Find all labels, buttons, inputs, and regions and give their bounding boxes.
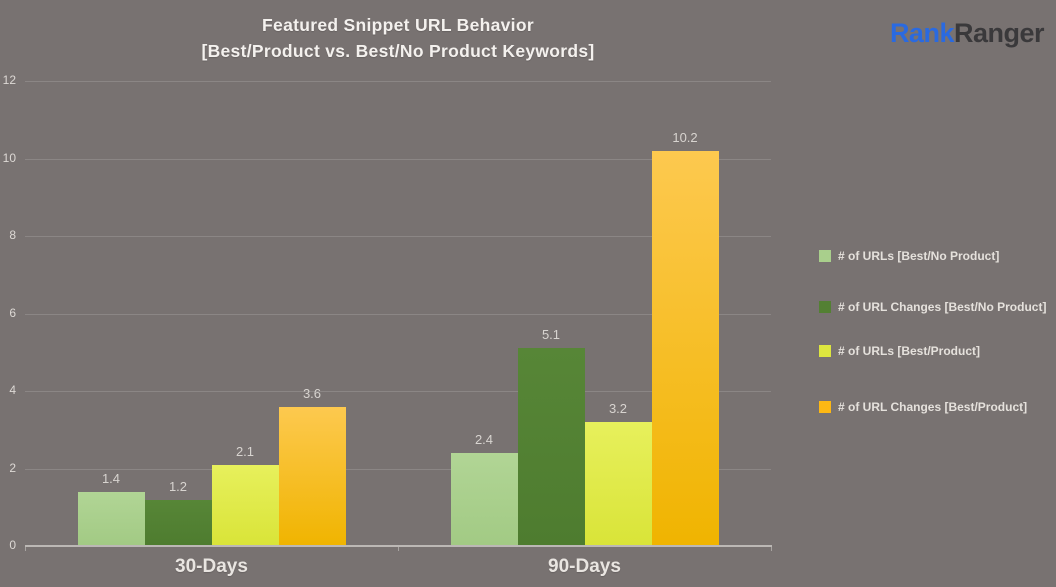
x-axis-tick [25,547,26,551]
legend-swatch-icon [819,401,831,413]
legend-label: # of URL Changes [Best/Product] [838,400,1028,414]
gridline-y4 [25,391,771,392]
x-axis-category-label: 90-Days [548,556,621,577]
bar-90-days-series3 [584,422,652,546]
x-axis-category-label: 30-Days [175,556,248,577]
bar-90-days-series4 [651,150,719,546]
bar-value-label: 1.4 [101,470,121,486]
gridline-y6 [25,313,771,315]
bar-90-days-series1 [450,453,518,546]
bar-value-label: 2.4 [474,432,494,447]
logo-part-rank: Rank [889,18,955,48]
y-axis-tick-label: 6 [9,305,16,320]
bar-30-days-series3 [211,464,279,546]
legend-label: # of URL Changes [Best/No Product] [838,300,1047,314]
chart-title-line1: Featured Snippet URL Behavior [262,15,534,35]
plot-area: 1.4 1.2 2.1 3.6 2.4 5.1 3.2 10.2 [25,81,771,546]
gridline-y10 [25,158,771,160]
rankranger-logo[interactable]: RankRanger [889,18,1045,49]
legend-swatch-icon [819,250,831,262]
legend-item-series4: # of URL Changes [Best/Product] [819,399,1056,415]
legend-item-series3: # of URLs [Best/Product] [819,343,1056,359]
legend-item-series1: # of URLs [Best/No Product] [819,248,1056,264]
bar-value-label: 5.1 [541,327,561,343]
y-axis-tick-label: 2 [9,460,16,475]
logo-part-ranger: Ranger [953,18,1045,48]
bar-90-days-series2 [517,348,585,546]
bar-value-label: 2.1 [235,443,255,459]
gridline-y8 [25,236,771,237]
bar-value-label: 3.2 [608,401,628,416]
y-axis-tick-label: 4 [9,383,16,397]
bar-value-label: 1.2 [168,478,188,494]
y-axis-tick-label: 0 [9,538,16,552]
bar-30-days-series4 [278,406,346,546]
chart-title-line2: [Best/Product vs. Best/No Product Keywor… [201,41,595,61]
bar-30-days-series2 [144,499,212,546]
bar-value-label: 3.6 [302,385,322,401]
gridline-y12 [25,81,771,82]
legend-swatch-icon [819,301,831,313]
y-axis-tick-label: 8 [9,228,16,242]
legend-label: # of URLs [Best/Product] [838,344,981,358]
y-axis-tick-label: 10 [2,150,16,165]
gridline-y2 [25,468,771,470]
legend-item-series2: # of URL Changes [Best/No Product] [819,299,1056,315]
legend-label: # of URLs [Best/No Product] [838,249,1000,263]
y-axis-tick-label: 12 [2,73,16,87]
x-axis-line [25,545,772,547]
x-axis-tick [771,547,772,551]
bar-30-days-series1 [77,491,145,546]
bar-value-label: 10.2 [672,129,698,145]
x-axis-tick [398,547,399,551]
legend-swatch-icon [819,345,831,357]
chart-title: Featured Snippet URL Behavior [Best/Prod… [25,12,771,64]
